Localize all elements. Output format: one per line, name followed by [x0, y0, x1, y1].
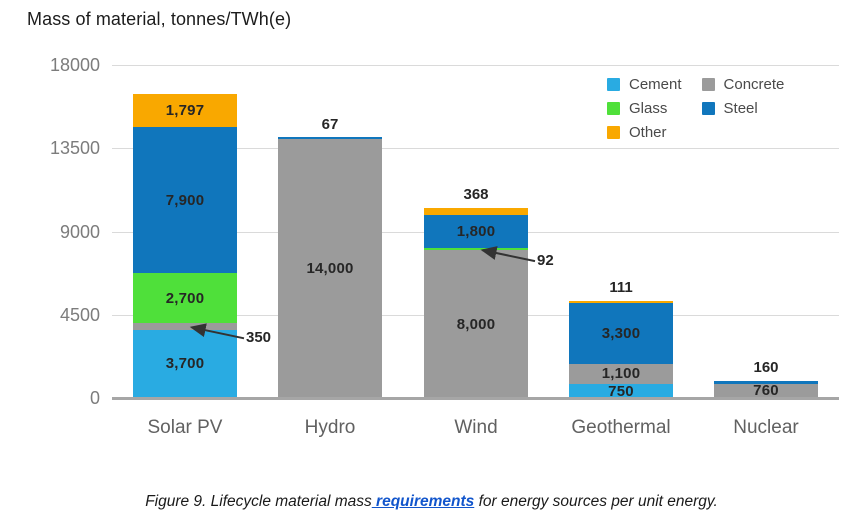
x-axis-label-nuclear: Nuclear: [733, 417, 799, 438]
segment-value-label: 1,800: [456, 222, 496, 240]
legend-swatch-concrete: [701, 78, 715, 91]
figure-caption: Figure 9. Lifecycle material mass requir…: [0, 493, 863, 511]
legend-label: Concrete: [723, 76, 785, 93]
bar-segment-concrete: [133, 323, 237, 330]
y-tick-label: 18000: [49, 55, 100, 75]
caption-prefix: Figure 9. Lifecycle material mass: [145, 493, 372, 510]
bar-segment-glass: [424, 248, 528, 250]
segment-value-label: 3,300: [601, 324, 641, 342]
y-tick-label: 13500: [49, 138, 100, 159]
bar-hydro: 14,000: [278, 65, 382, 398]
above-bar-value-label: 67: [321, 115, 339, 133]
bar-nuclear: 760: [714, 65, 818, 400]
segment-value-label: 3,700: [165, 355, 205, 373]
legend-label: Other: [629, 124, 667, 141]
y-tick-label: 4500: [59, 304, 100, 325]
callout-value-label: 350: [246, 329, 272, 347]
segment-value-label: 1,797: [165, 101, 205, 119]
bar-segment-other: [424, 207, 528, 215]
x-axis-baseline: [112, 397, 839, 400]
legend-swatch-steel: [701, 102, 715, 115]
bar-segment-steel: [278, 137, 382, 139]
bar-segment-steel: 1,800: [424, 214, 528, 248]
x-axis-label-wind: Wind: [454, 417, 498, 438]
caption-requirements-link[interactable]: requirements: [371, 493, 475, 510]
bar-segment-steel: 3,300: [569, 302, 673, 364]
legend-label: Cement: [629, 76, 682, 93]
legend-item-steel: Steel: [701, 100, 785, 117]
segment-value-label: 8,000: [456, 315, 496, 333]
y-tick-label: 0: [89, 388, 100, 408]
segment-value-label: 1,100: [601, 365, 641, 383]
x-axis-label-hydro: Hydro: [304, 417, 356, 438]
legend-item-cement: Cement: [607, 76, 682, 93]
bar-segment-glass: 2,700: [133, 273, 237, 324]
segment-value-label: 7,900: [165, 191, 205, 209]
bar-solar-pv: 3,700 2,700 7,900 1,797: [133, 65, 237, 398]
x-axis-label-geothermal: Geothermal: [571, 417, 671, 438]
legend-swatch-other: [607, 126, 620, 139]
legend-label: Steel: [723, 100, 758, 117]
bar-geothermal: 750 1,100 3,300: [569, 65, 673, 400]
chart-title: Mass of material, tonnes/TWh(e): [27, 9, 292, 29]
bar-segment-concrete: 14,000: [278, 139, 382, 398]
legend-label: Glass: [629, 100, 668, 117]
above-bar-value-label: 160: [753, 358, 779, 376]
legend-item-glass: Glass: [607, 100, 682, 117]
bar-segment-cement: 3,700: [133, 329, 237, 398]
callout-value-label: 92: [537, 252, 554, 270]
above-bar-value-label: 111: [609, 278, 633, 296]
bar-segment-steel: [714, 381, 818, 384]
legend-swatch-glass: [607, 102, 620, 115]
bar-segment-other: [569, 300, 673, 303]
segment-value-label: 750: [608, 382, 634, 400]
bar-segment-concrete: 1,100: [569, 363, 673, 385]
legend-item-other: Other: [607, 124, 682, 141]
bar-segment-other: 1,797: [133, 93, 237, 127]
caption-suffix: for energy sources per unit energy.: [474, 493, 718, 510]
bar-segment-concrete: 8,000: [424, 250, 528, 398]
gridline: [112, 65, 839, 66]
bar-segment-concrete: 760: [714, 382, 818, 400]
bar-segment-cement: 750: [569, 382, 673, 400]
legend-item-concrete: Concrete: [701, 76, 785, 93]
legend-swatch-cement: [607, 78, 620, 91]
bar-wind: 8,000 1,800: [424, 65, 528, 398]
gridline: [112, 148, 839, 150]
segment-value-label: 760: [753, 382, 779, 400]
segment-value-label: 14,000: [306, 260, 354, 277]
y-tick-label: 9000: [59, 221, 100, 242]
chart-legend: Cement Concrete Glass Steel Other: [607, 76, 784, 141]
segment-value-label: 2,700: [165, 289, 205, 307]
x-axis-label-solar-pv: Solar PV: [147, 417, 223, 438]
bar-segment-steel: 7,900: [133, 126, 237, 274]
above-bar-value-label: 368: [463, 186, 489, 204]
